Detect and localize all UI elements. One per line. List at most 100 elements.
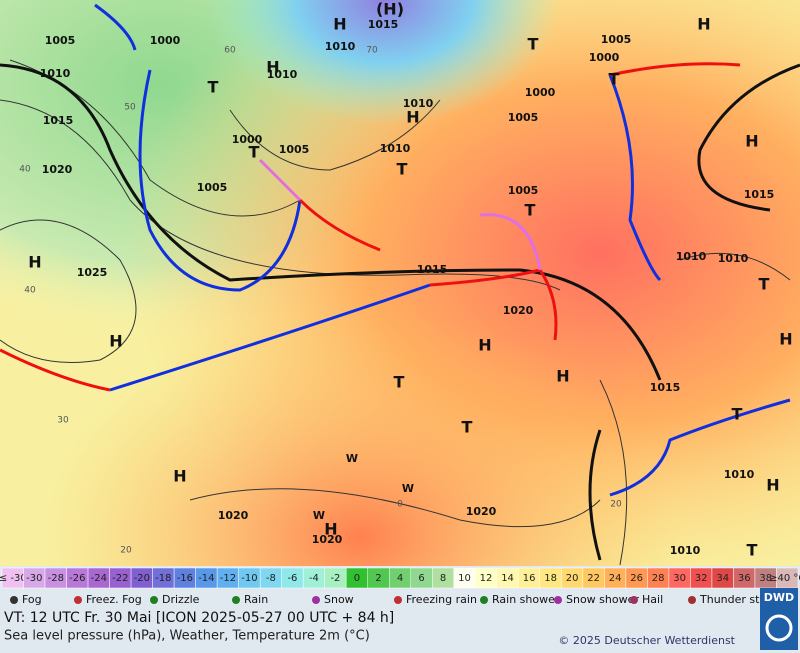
map-label: 1010 [40, 67, 71, 80]
scale-label: 22 [587, 573, 600, 584]
scale-label: 24 [609, 573, 622, 584]
scale-label: 30 [673, 573, 686, 584]
isobar [0, 219, 137, 363]
warm-front [609, 62, 741, 77]
isotherm-label: 50 [124, 103, 136, 113]
map-label: 1010 [676, 250, 707, 263]
legend-icon [74, 596, 82, 604]
scale-label: -2 [330, 573, 340, 584]
map-label: 1015 [43, 114, 74, 127]
cold-front [138, 69, 302, 292]
map-label: T [249, 143, 260, 162]
legend-icon [150, 596, 158, 604]
scale-label: 6 [418, 573, 424, 584]
legend-icon [394, 596, 402, 604]
map-label: 1000 [150, 34, 181, 47]
scale-label: -4 [309, 573, 319, 584]
map-label: 1005 [45, 34, 76, 47]
map-label: T [732, 405, 743, 424]
isobar [189, 488, 601, 528]
scale-label: 36 [738, 573, 751, 584]
legend-label: Hail [642, 593, 663, 606]
isobar [679, 252, 791, 281]
scale-label: 26 [630, 573, 643, 584]
legend-icon [688, 596, 696, 604]
scale-label: -14 [198, 573, 214, 584]
isotherm-label: 60 [224, 46, 236, 56]
map-label: T [609, 70, 620, 89]
isotherm-label: 40 [19, 165, 31, 175]
map-label: 1005 [197, 181, 228, 194]
scale-label: 28 [652, 573, 665, 584]
scale-label: 4 [397, 573, 403, 584]
isobar [697, 63, 800, 212]
map-label: 1025 [77, 266, 108, 279]
map-label: H [745, 132, 758, 151]
legend-icon [312, 596, 320, 604]
map-label: T [525, 201, 536, 220]
warm-front [0, 348, 111, 392]
legend-icon [10, 596, 18, 604]
scale-label: -22 [112, 573, 128, 584]
description: Sea level pressure (hPa), Weather, Tempe… [4, 629, 370, 644]
map-label: T [208, 78, 219, 97]
scale-label: 20 [566, 573, 579, 584]
map-label: (H) [376, 0, 404, 19]
scale-label: 38 [759, 573, 772, 584]
isotherm-label: 20 [120, 546, 132, 556]
scale-label: 10 [458, 573, 471, 584]
map-label: 1010 [403, 97, 434, 110]
scale-label: 18 [544, 573, 557, 584]
map: H(H)10151010100010051010101510201025HHH1… [0, 0, 800, 566]
map-label: 1020 [42, 163, 73, 176]
map-label: 1005 [601, 33, 632, 46]
map-label: H [406, 108, 419, 127]
map-label: 1005 [508, 111, 539, 124]
valid-time: VT: 12 UTC Fr. 30 Mai [ICON 2025-05-27 0… [4, 610, 394, 626]
scale-label: -8 [266, 573, 276, 584]
scale-label: -18 [155, 573, 171, 584]
map-label: 1005 [508, 184, 539, 197]
isotherm-label: 40 [24, 286, 36, 296]
logo-swirl [765, 614, 793, 642]
map-label: 1020 [503, 304, 534, 317]
cold-front [109, 283, 431, 392]
map-label: 1020 [466, 505, 497, 518]
map-label: W [346, 452, 358, 465]
legend-label: Snow [324, 593, 354, 606]
legend-icon [554, 596, 562, 604]
isobar [599, 379, 628, 566]
map-label: 1015 [650, 381, 681, 394]
scale-label: 2 [375, 573, 381, 584]
map-label: H [697, 15, 710, 34]
scale-label: -10 [241, 573, 257, 584]
scale-label: 32 [695, 573, 708, 584]
legend-label: Freezing rain [406, 593, 477, 606]
scale-label: 34 [716, 573, 729, 584]
map-label: 1000 [525, 86, 556, 99]
map-label: W [313, 509, 325, 522]
scale-label: -26 [69, 573, 85, 584]
map-label: 1020 [312, 533, 343, 546]
scale-label: ≤ -30 [0, 573, 27, 584]
map-label: 1010 [670, 544, 701, 557]
legend-icon [232, 596, 240, 604]
map-label: T [394, 373, 405, 392]
map-label: 1010 [724, 468, 755, 481]
map-label: H [173, 467, 186, 486]
map-label: H [28, 253, 41, 272]
map-label: T [528, 35, 539, 54]
map-label: 1015 [744, 188, 775, 201]
temp-field [0, 0, 800, 566]
isotherm-label: 0 [397, 500, 403, 510]
map-label: T [747, 541, 758, 560]
scale-label: -20 [134, 573, 150, 584]
map-label: H [266, 58, 279, 77]
map-labels: H(H)10151010100010051010101510201025HHH1… [19, 0, 792, 560]
logo-text: DWD [764, 591, 794, 604]
map-label: H [779, 330, 792, 349]
occlusion [479, 213, 542, 271]
cold-front [608, 74, 662, 282]
scale-label: -28 [48, 573, 64, 584]
